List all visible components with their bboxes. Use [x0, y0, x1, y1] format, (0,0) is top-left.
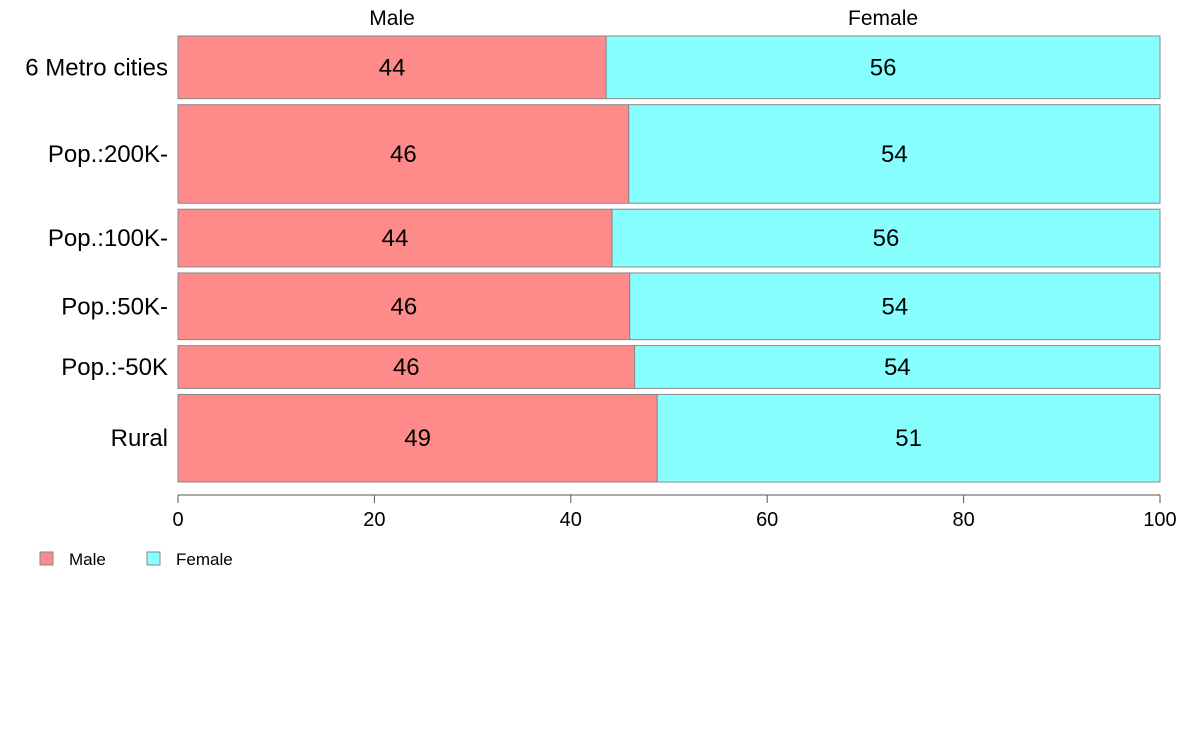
bar-female: [611, 208, 1161, 268]
bar-female: [656, 393, 1161, 483]
bar-male: [177, 272, 631, 341]
bar-male: [177, 35, 607, 100]
category-label: Pop.:100K-: [48, 225, 168, 252]
value-label-female: 54: [881, 141, 908, 168]
bar-female: [634, 345, 1161, 389]
value-label-male: 46: [391, 293, 418, 320]
value-label-male: 46: [393, 354, 420, 381]
value-label-male: 44: [382, 225, 409, 252]
x-tick-label: 80: [952, 509, 974, 531]
bar-male: [177, 104, 630, 204]
value-label-female: 51: [895, 425, 922, 452]
column-headers: Male Female: [369, 7, 918, 30]
bar-male: [177, 345, 636, 389]
legend-swatch-female: [146, 551, 161, 566]
x-tick-label: 20: [363, 509, 385, 531]
column-header-male: Male: [369, 7, 415, 30]
x-tick-label: 100: [1143, 509, 1176, 531]
column-header-female: Female: [848, 7, 918, 30]
bar-female: [629, 272, 1161, 341]
category-label: Pop.:50K-: [61, 293, 168, 320]
category-label: Pop.:200K-: [48, 141, 168, 168]
value-label-female: 54: [884, 354, 911, 381]
bars: [177, 35, 1161, 483]
value-labels: 44 56 46 54 44 56 46 54 46 54 49 51: [379, 54, 922, 452]
value-label-male: 49: [404, 425, 431, 452]
value-label-female: 56: [873, 225, 900, 252]
bar-female: [628, 104, 1161, 204]
value-label-female: 54: [882, 293, 909, 320]
x-tick-label: 60: [756, 509, 778, 531]
category-label: 6 Metro cities: [25, 54, 168, 81]
value-label-male: 46: [390, 141, 417, 168]
legend-label-male: Male: [69, 550, 106, 569]
x-axis: 0 20 40 60 80 100: [172, 494, 1177, 531]
category-label: Pop.:-50K: [61, 354, 168, 381]
legend: Male Female: [39, 550, 233, 569]
value-label-male: 44: [379, 54, 406, 81]
value-label-female: 56: [870, 54, 897, 81]
category-labels: 6 Metro cities Pop.:200K- Pop.:100K- Pop.:5…: [25, 54, 168, 452]
legend-swatch-male: [39, 551, 54, 566]
x-tick-label: 0: [172, 509, 183, 531]
legend-label-female: Female: [176, 550, 233, 569]
bar-female: [605, 35, 1161, 100]
x-tick-label: 40: [560, 509, 582, 531]
category-label: Rural: [111, 425, 168, 452]
bar-male: [177, 208, 613, 268]
